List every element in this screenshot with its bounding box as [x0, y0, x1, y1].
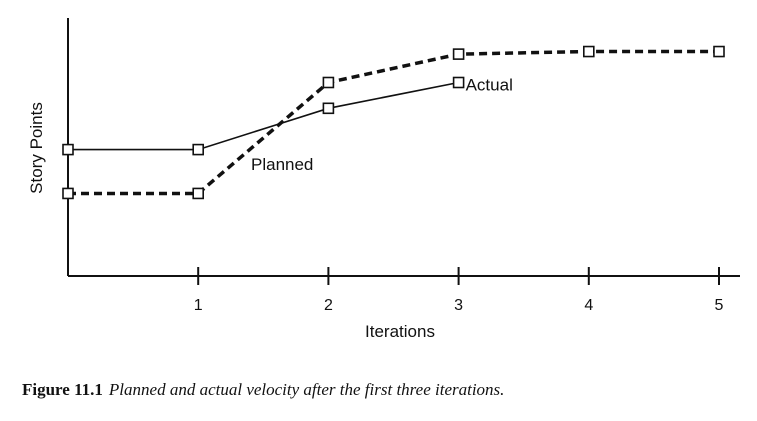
data-point-actual — [452, 76, 465, 89]
x-tick-label: 4 — [584, 297, 593, 314]
x-tick-label: 1 — [194, 297, 203, 314]
data-point-planned — [192, 187, 204, 200]
data-point-planned — [322, 76, 335, 89]
data-point-planned — [582, 45, 595, 58]
series-markers — [62, 45, 725, 200]
figure-caption: Figure 11.1 Planned and actual velocity a… — [22, 380, 742, 400]
x-tick-label: 3 — [454, 297, 463, 314]
data-point-actual — [322, 102, 335, 115]
series-label-planned: Planned — [251, 155, 313, 174]
x-tick-label: 5 — [715, 297, 724, 314]
data-point-actual — [62, 143, 74, 156]
data-point-planned — [62, 187, 74, 200]
data-point-planned — [452, 48, 465, 60]
data-point-planned — [713, 45, 725, 58]
x-ticks: 1 2 3 4 5 — [194, 267, 724, 314]
caption-text: Planned and actual velocity after the fi… — [108, 380, 505, 399]
series-lines — [68, 49, 719, 196]
series-label-actual: Actual — [466, 76, 513, 95]
data-point-actual — [192, 143, 204, 156]
series-line-actual — [68, 81, 459, 151]
x-tick-label: 2 — [324, 297, 333, 314]
series-line-planned — [68, 49, 719, 196]
caption-number: Figure 11.1 — [22, 380, 103, 399]
y-axis-label: Story Points — [27, 102, 46, 194]
x-axis-label: Iterations — [365, 322, 435, 340]
velocity-chart: 1 2 3 4 5 Iterations Story Points Actual Pla… — [27, 18, 740, 340]
